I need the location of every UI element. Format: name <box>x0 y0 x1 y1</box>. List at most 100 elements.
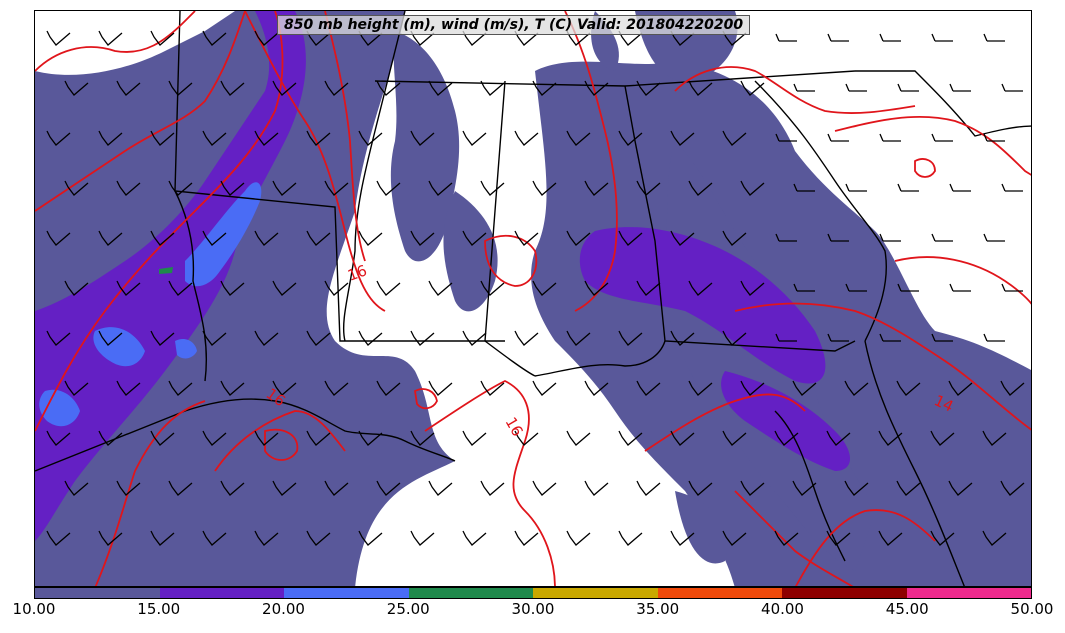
wind-barb <box>722 430 747 446</box>
wind-barb <box>64 480 89 496</box>
wind-barb <box>514 530 539 546</box>
wind-barb <box>462 230 487 246</box>
wind-barb <box>983 333 1005 342</box>
wind-barb <box>116 180 141 196</box>
wind-barb <box>584 480 609 496</box>
wind-barb <box>64 380 89 396</box>
wind-barb <box>740 380 765 396</box>
wind-barb <box>428 180 453 196</box>
wind-barb <box>410 330 435 346</box>
wind-barb <box>202 530 227 546</box>
boundaries <box>35 11 1031 586</box>
colorbar-tick-label: 40.00 <box>761 600 804 618</box>
wind-barb <box>775 33 797 42</box>
wind-barb <box>98 130 123 146</box>
wind-barb <box>46 530 71 546</box>
wind-barb <box>930 530 955 546</box>
wind-barb <box>1001 183 1023 192</box>
wind-barb <box>740 80 765 96</box>
wind-barb <box>896 380 921 396</box>
wind-barb <box>150 430 175 446</box>
wind-barb <box>462 430 487 446</box>
wind-barb <box>845 83 867 92</box>
wind-barb <box>428 380 453 396</box>
colorbar-segment-4 <box>533 588 658 598</box>
wind-barb <box>202 30 227 46</box>
wind-barb <box>98 530 123 546</box>
colorbar-tick-label: 30.00 <box>511 600 555 618</box>
wind-barb <box>376 80 401 96</box>
wind-barb <box>844 480 869 496</box>
colorbar-segment-6 <box>782 588 907 598</box>
wind-barb <box>220 80 245 96</box>
wind-barb <box>324 280 349 296</box>
wind-barb <box>948 480 973 496</box>
wind-barb <box>566 530 591 546</box>
wind-barb <box>220 280 245 296</box>
contour-label-1: 16 <box>345 261 369 284</box>
wind-barb <box>480 80 505 96</box>
wind-barb <box>930 430 955 446</box>
wind-barb <box>254 30 279 46</box>
wind-barb <box>566 430 591 446</box>
wind-barb <box>202 230 227 246</box>
wind-barb <box>410 530 435 546</box>
wind-barb <box>202 130 227 146</box>
wind-barb <box>775 233 797 242</box>
map-canvas: 16 16 16 14 <box>35 11 1031 586</box>
wind-barb <box>306 330 331 346</box>
wind-barb <box>532 180 557 196</box>
wind-barb <box>514 130 539 146</box>
wind-barb <box>168 80 193 96</box>
colorbar-tick-label: 10.00 <box>12 600 56 618</box>
wind-barb <box>931 133 953 142</box>
wind-barb <box>514 330 539 346</box>
wind-barb <box>688 80 713 96</box>
wind-barb <box>150 230 175 246</box>
wind-barb <box>514 230 539 246</box>
wind-barb <box>532 280 557 296</box>
wind-barb <box>618 430 643 446</box>
wind-barb <box>670 530 695 546</box>
wind-barb <box>740 180 765 196</box>
wind-barb <box>272 180 297 196</box>
wind-barb <box>1001 83 1023 92</box>
wind-barb <box>254 230 279 246</box>
wind-barb <box>931 33 953 42</box>
wind-barb <box>774 530 799 546</box>
wind-barb <box>670 230 695 246</box>
wind-barb <box>220 180 245 196</box>
wind-barb <box>324 80 349 96</box>
colorbar-tick-label: 15.00 <box>137 600 181 618</box>
wind-barb <box>64 180 89 196</box>
wind-barb <box>827 233 849 242</box>
wind-barb <box>376 280 401 296</box>
wind-barb <box>688 380 713 396</box>
wind-barb <box>324 480 349 496</box>
wind-barb <box>1000 480 1025 496</box>
wind-barb <box>949 83 971 92</box>
wind-barb <box>98 30 123 46</box>
wind-barb <box>306 230 331 246</box>
wind-barb <box>879 133 901 142</box>
wind-barb <box>150 330 175 346</box>
wind-barb <box>168 480 193 496</box>
wind-barb <box>358 330 383 346</box>
wind-barb <box>168 380 193 396</box>
wind-barb <box>116 480 141 496</box>
wind-barb <box>64 280 89 296</box>
colorbar-segment-2 <box>284 588 409 598</box>
wind-barb <box>462 330 487 346</box>
wind-barb <box>150 130 175 146</box>
wind-barb <box>46 230 71 246</box>
colorbar-tick-labels: 10.00 15.00 20.00 25.00 30.00 35.00 40.00 45.00… <box>0 600 1065 624</box>
colorbar-tick-label: 25.00 <box>386 600 430 618</box>
wind-barb <box>324 380 349 396</box>
wind-barb <box>844 380 869 396</box>
wind-barb <box>845 183 867 192</box>
wind-barb <box>740 280 765 296</box>
wind-barb <box>462 130 487 146</box>
wind-barb <box>480 480 505 496</box>
wind-barb <box>428 280 453 296</box>
wind-barb <box>948 380 973 396</box>
